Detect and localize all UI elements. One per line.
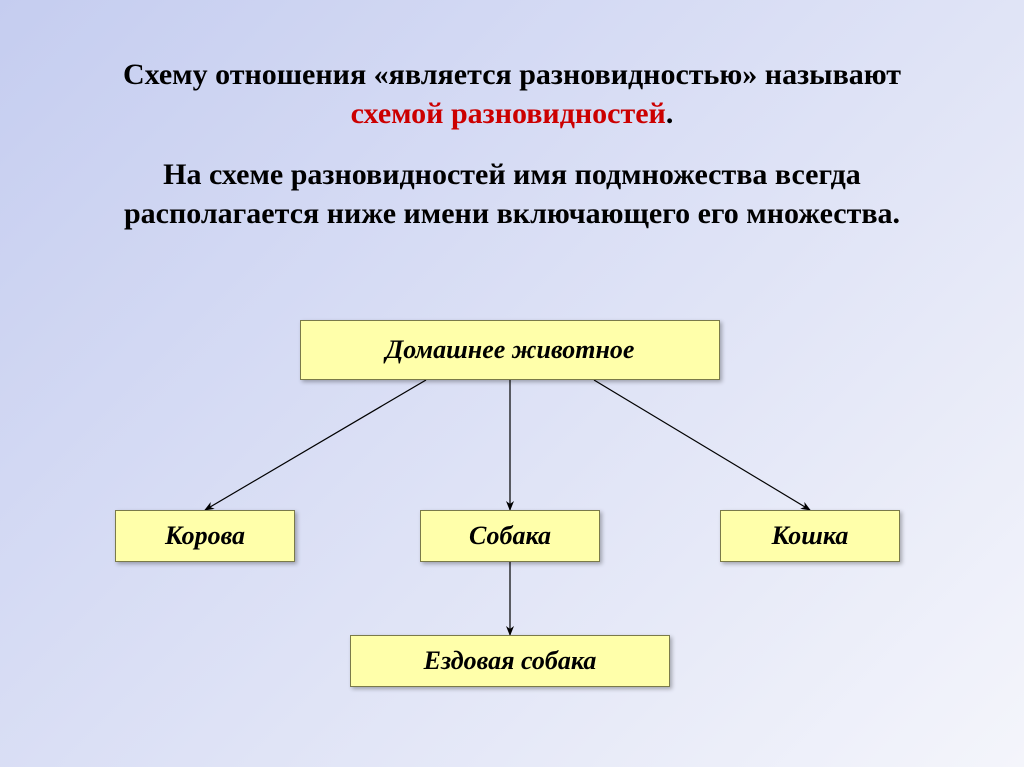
- slide: Схему отношения «является разновидностью…: [0, 0, 1024, 767]
- node-label: Собака: [469, 521, 551, 551]
- edge-root-cat: [594, 380, 810, 510]
- highlighted-term: схемой разновидностей: [351, 97, 666, 130]
- node-cow: Корова: [115, 510, 295, 562]
- node-label: Домашнее животное: [386, 335, 635, 365]
- node-cat: Кошка: [720, 510, 900, 562]
- node-label: Кошка: [772, 521, 849, 551]
- node-label: Корова: [165, 521, 245, 551]
- node-root: Домашнее животное: [300, 320, 720, 380]
- node-sled: Ездовая собака: [350, 635, 670, 687]
- node-dog: Собака: [420, 510, 600, 562]
- node-label: Ездовая собака: [424, 646, 597, 676]
- text-span: .: [666, 97, 674, 130]
- text-span: Схему отношения «является разновидностью…: [123, 58, 901, 91]
- edge-root-cow: [205, 380, 426, 510]
- paragraph-1: Схему отношения «является разновидностью…: [80, 55, 944, 133]
- paragraph-2: На схеме разновидностей имя подмножества…: [80, 155, 944, 233]
